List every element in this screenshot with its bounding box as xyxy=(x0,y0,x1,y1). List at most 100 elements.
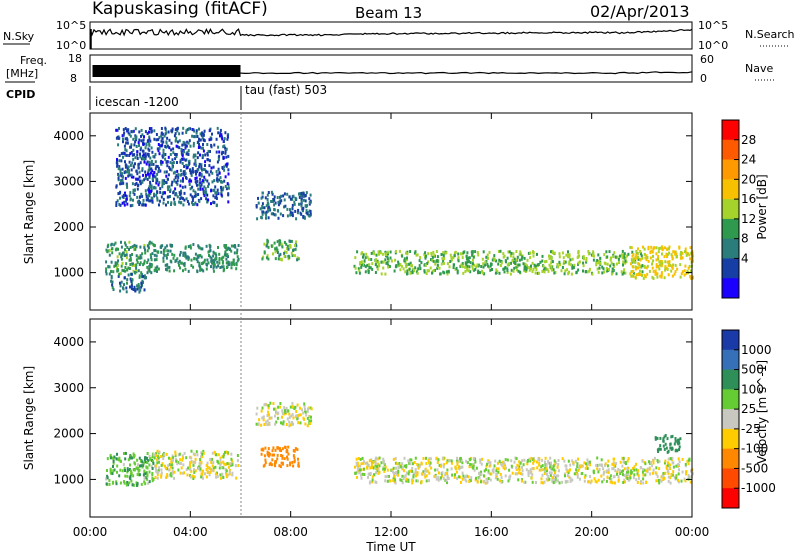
heatmap-cell xyxy=(584,466,587,470)
heatmap-cell xyxy=(153,454,156,457)
heatmap-cell xyxy=(527,251,530,255)
heatmap-cell xyxy=(297,414,299,418)
heatmap-cell xyxy=(303,404,306,408)
heatmap-cell xyxy=(689,275,692,278)
heatmap-cell xyxy=(651,275,654,279)
heatmap-cell xyxy=(226,451,229,455)
heatmap-cell xyxy=(231,261,233,265)
heatmap-cell xyxy=(149,139,152,143)
heatmap-cell xyxy=(187,256,190,260)
heatmap-cell xyxy=(378,264,381,268)
heatmap-cell xyxy=(170,474,173,478)
heatmap-cell xyxy=(198,461,201,465)
heatmap-cell xyxy=(174,128,177,132)
heatmap-cell xyxy=(194,135,197,139)
heatmap-cell xyxy=(148,160,151,164)
heatmap-cell xyxy=(472,464,475,468)
heatmap-cell xyxy=(285,449,288,452)
heatmap-cell xyxy=(481,271,484,275)
heatmap-cell xyxy=(268,451,270,455)
heatmap-cell xyxy=(144,472,147,476)
heatmap-cell xyxy=(129,277,132,281)
heatmap-cell xyxy=(279,402,282,405)
heatmap-cell xyxy=(175,258,178,262)
heatmap-cell xyxy=(155,258,158,262)
heatmap-cell xyxy=(143,160,146,164)
heatmap-cell xyxy=(141,252,144,256)
heatmap-cell xyxy=(679,256,682,260)
heatmap-cell xyxy=(583,475,586,479)
heatmap-cell xyxy=(120,257,123,261)
heatmap-cell xyxy=(392,470,394,474)
heatmap-cell xyxy=(143,276,146,280)
heatmap-cell xyxy=(123,466,126,470)
heatmap-cell xyxy=(225,257,228,261)
heatmap-cell xyxy=(362,253,365,257)
heatmap-cell xyxy=(525,266,528,270)
heatmap-cell xyxy=(310,419,313,423)
heatmap-cell xyxy=(176,127,179,130)
heatmap-cell xyxy=(165,145,168,149)
heatmap-cell xyxy=(688,475,691,479)
heatmap-cell xyxy=(446,476,449,480)
heatmap-cell xyxy=(517,471,520,475)
heatmap-cell xyxy=(192,463,195,467)
heatmap-cell xyxy=(553,459,556,463)
heatmap-cell xyxy=(118,202,121,206)
heatmap-cell xyxy=(197,255,200,259)
heatmap-cell xyxy=(219,128,222,132)
heatmap-cell xyxy=(271,453,274,457)
heatmap-cell xyxy=(130,471,133,475)
heatmap-cell xyxy=(159,160,162,164)
heatmap-cell xyxy=(189,467,192,471)
heatmap-cell xyxy=(677,478,679,482)
heatmap-cell xyxy=(142,203,145,207)
heatmap-cell xyxy=(149,156,152,160)
heatmap-cell xyxy=(158,199,161,203)
heatmap-cell xyxy=(379,251,382,255)
heatmap-cell xyxy=(567,255,569,259)
heatmap-cell xyxy=(666,247,669,251)
heatmap-cell xyxy=(289,461,292,465)
heatmap-cell xyxy=(212,269,215,273)
heatmap-cell xyxy=(160,134,163,138)
heatmap-cell xyxy=(123,452,125,455)
heatmap-cell xyxy=(443,261,445,265)
heatmap-cell xyxy=(662,472,665,475)
heatmap-cell xyxy=(615,262,618,266)
heatmap-cell xyxy=(141,279,144,283)
heatmap-cell xyxy=(494,271,497,275)
heatmap-cell xyxy=(356,467,359,471)
heatmap-cell xyxy=(540,481,543,485)
heatmap-cell xyxy=(414,468,417,472)
heatmap-cell xyxy=(190,469,193,473)
heatmap-cell xyxy=(360,252,363,256)
heatmap-cell xyxy=(143,458,146,462)
heatmap-cell xyxy=(194,190,197,194)
heatmap-cell xyxy=(257,196,259,200)
heatmap-cell xyxy=(266,452,269,456)
heatmap-cell xyxy=(278,199,281,203)
heatmap-cell xyxy=(188,159,191,163)
heatmap-cell xyxy=(160,127,163,130)
heatmap-cell xyxy=(605,250,608,254)
heatmap-cell xyxy=(688,264,691,268)
heatmap-cell xyxy=(532,461,535,465)
heatmap-cell xyxy=(621,272,624,276)
heatmap-cell xyxy=(183,191,186,195)
heatmap-cell xyxy=(261,195,264,199)
heatmap-cell xyxy=(209,150,211,153)
heatmap-cell xyxy=(606,267,608,270)
heatmap-cell xyxy=(140,128,143,132)
heatmap-cell xyxy=(124,248,126,252)
heatmap-cell xyxy=(145,192,148,196)
heatmap-cell xyxy=(194,469,197,473)
heatmap-cell xyxy=(557,459,560,462)
heatmap-cell xyxy=(195,129,198,133)
heatmap-cell xyxy=(138,275,141,279)
heatmap-cell xyxy=(133,188,136,192)
heatmap-cell xyxy=(306,212,309,216)
heatmap-cell xyxy=(302,209,304,213)
heatmap-cell xyxy=(471,264,474,268)
colorbar-tick-label: -1000 xyxy=(741,481,776,495)
